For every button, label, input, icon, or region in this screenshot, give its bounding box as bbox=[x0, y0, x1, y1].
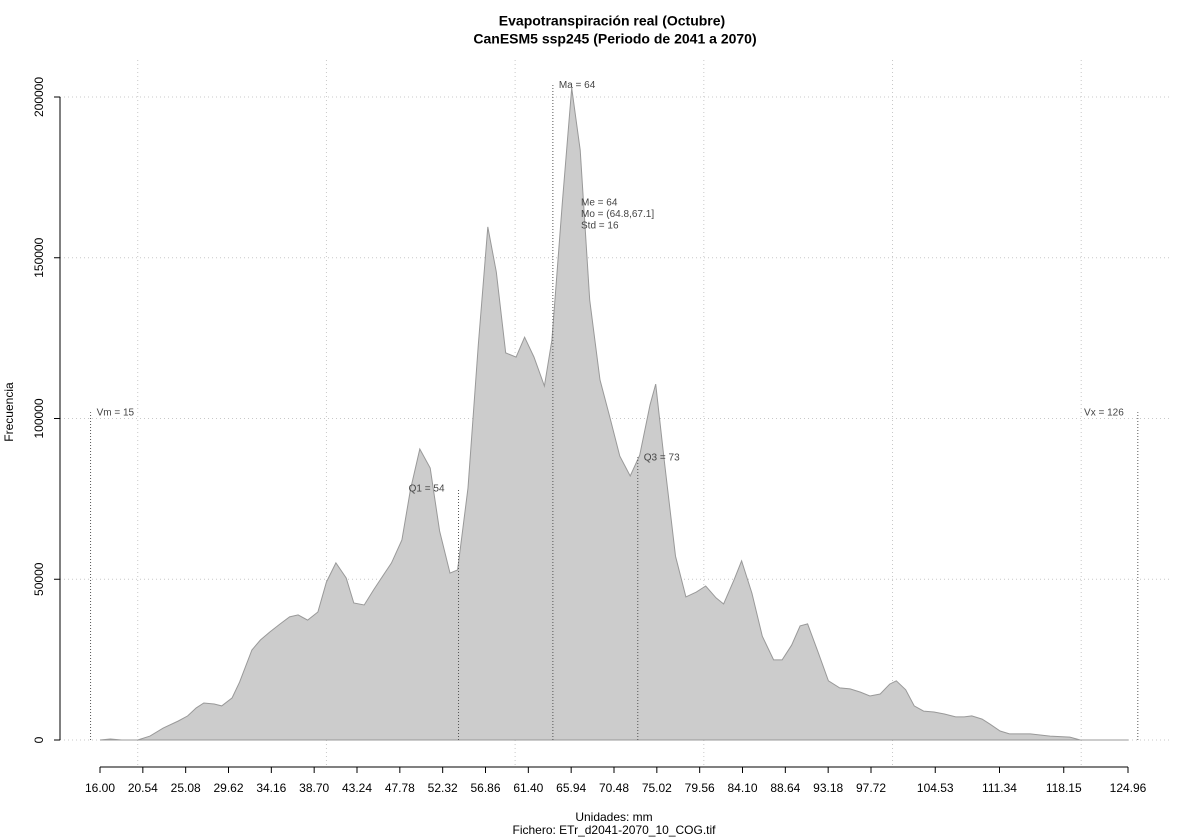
stat-label: Mo = (64.8,67.1] bbox=[581, 209, 654, 220]
y-axis-label: Frecuencia bbox=[2, 382, 16, 442]
x-tick-label: 84.10 bbox=[727, 781, 757, 795]
annotation: Vm = 15 bbox=[97, 408, 135, 419]
x-tick-label: 47.78 bbox=[385, 781, 415, 795]
x-tick-label: 25.08 bbox=[171, 781, 201, 795]
x-tick-label: 43.24 bbox=[342, 781, 372, 795]
x-tick-label: 124.96 bbox=[1110, 781, 1147, 795]
chart-title: Evapotranspiración real (Octubre) bbox=[499, 13, 725, 29]
x-tick-label: 104.53 bbox=[917, 781, 954, 795]
x-tick-label: 97.72 bbox=[856, 781, 886, 795]
y-tick-label: 0 bbox=[32, 736, 46, 743]
caption: Fichero: ETr_d2041-2070_10_COG.tif bbox=[513, 823, 717, 837]
x-tick-label: 88.64 bbox=[770, 781, 800, 795]
x-tick-label: 56.86 bbox=[470, 781, 500, 795]
x-tick-label: 61.40 bbox=[513, 781, 543, 795]
y-tick-label: 100000 bbox=[32, 398, 46, 438]
x-tick-label: 118.15 bbox=[1046, 781, 1082, 795]
chart-subtitle: CanESM5 ssp245 (Periodo de 2041 a 2070) bbox=[473, 31, 756, 47]
x-tick-label: 34.16 bbox=[256, 781, 286, 795]
x-tick-label: 75.02 bbox=[642, 781, 672, 795]
annotation: Q1 = 54 bbox=[409, 484, 445, 495]
y-tick-label: 50000 bbox=[32, 562, 46, 596]
x-tick-label: 70.48 bbox=[599, 781, 629, 795]
x-tick-label: 20.54 bbox=[128, 781, 158, 795]
x-tick-label: 16.00 bbox=[85, 781, 115, 795]
y-tick-label: 150000 bbox=[32, 237, 46, 277]
area bbox=[99, 87, 1129, 741]
annotation: Vx = 126 bbox=[1084, 408, 1124, 419]
x-axis-label: Unidades: mm bbox=[575, 810, 652, 824]
x-tick-label: 111.34 bbox=[982, 781, 1017, 795]
x-tick-label: 29.62 bbox=[213, 781, 243, 795]
annotation: Q3 = 73 bbox=[644, 453, 680, 464]
x-tick-label: 65.94 bbox=[556, 781, 586, 795]
y-tick-label: 200000 bbox=[32, 77, 46, 117]
stat-label: Me = 64 bbox=[581, 198, 618, 209]
stat-label: Std = 16 bbox=[581, 221, 619, 232]
x-tick-label: 38.70 bbox=[299, 781, 329, 795]
x-tick-label: 93.18 bbox=[813, 781, 843, 795]
x-tick-label: 79.56 bbox=[685, 781, 715, 795]
annotation: Ma = 64 bbox=[559, 80, 596, 91]
x-tick-label: 52.32 bbox=[428, 781, 458, 795]
